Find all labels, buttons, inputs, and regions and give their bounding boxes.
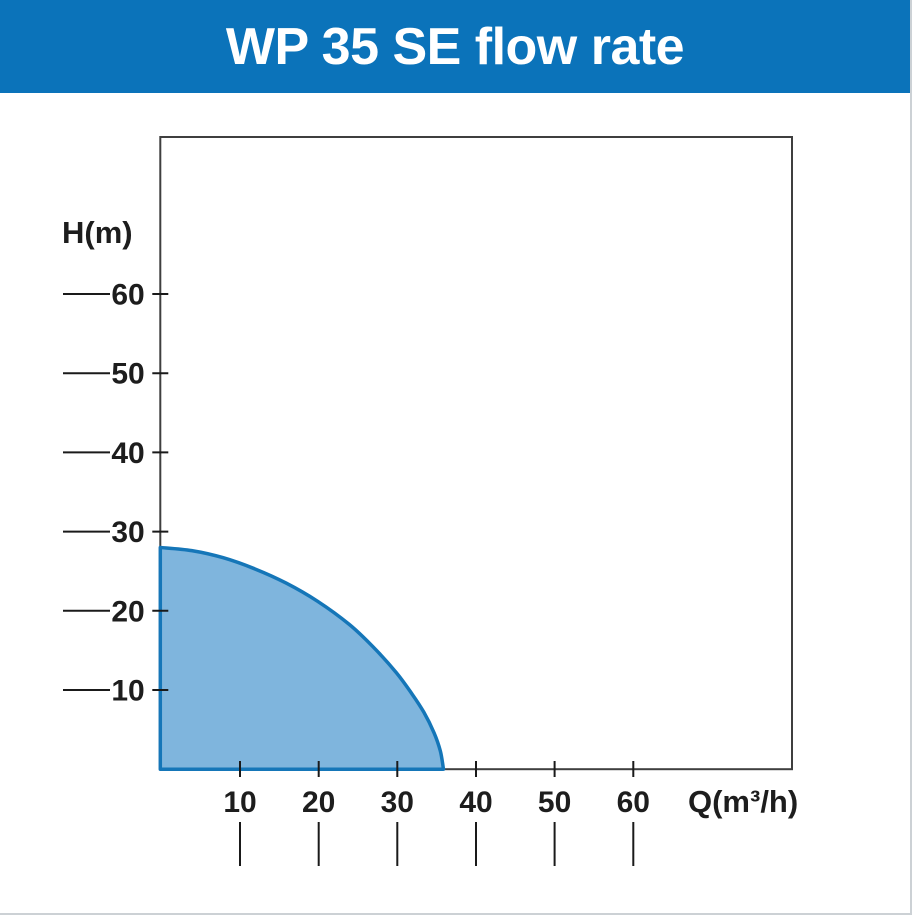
- x-tick-label: 50: [538, 786, 571, 819]
- x-tick-20: 20: [302, 761, 335, 866]
- y-tick-label: 50: [111, 358, 144, 391]
- y-tick-label: 10: [111, 675, 144, 708]
- y-tick-label: 20: [111, 595, 144, 628]
- y-tick-10: 10: [63, 675, 169, 708]
- pump-curve-area: [158, 545, 446, 771]
- page-title: WP 35 SE flow rate: [225, 17, 685, 76]
- x-tick-label: 40: [459, 786, 492, 819]
- y-tick-label: 60: [111, 279, 144, 312]
- y-tick-20: 20: [63, 595, 169, 628]
- x-tick-label: 60: [617, 786, 650, 819]
- x-tick-30: 30: [381, 761, 414, 866]
- x-tick-label: 20: [302, 786, 335, 819]
- y-axis-ticks: 60 50 40 30 20: [63, 279, 169, 708]
- x-tick-50: 50: [538, 761, 571, 866]
- x-tick-label: 10: [223, 786, 256, 819]
- x-axis-label: Q(m³/h): [688, 784, 798, 819]
- x-tick-10: 10: [223, 761, 257, 866]
- y-tick-30: 30: [63, 516, 169, 549]
- y-tick-60: 60: [63, 279, 169, 312]
- x-tick-60: 60: [617, 761, 650, 866]
- x-tick-40: 40: [459, 761, 493, 866]
- y-tick-label: 30: [111, 516, 144, 549]
- y-tick-40: 40: [63, 437, 169, 470]
- title-banner: WP 35 SE flow rate: [0, 0, 910, 93]
- x-axis-ticks: 10 20 30 40 50: [223, 761, 650, 866]
- y-tick-label: 40: [111, 437, 144, 470]
- y-tick-50: 50: [63, 358, 169, 391]
- y-axis-label: H(m): [62, 215, 133, 250]
- x-tick-label: 30: [381, 786, 414, 819]
